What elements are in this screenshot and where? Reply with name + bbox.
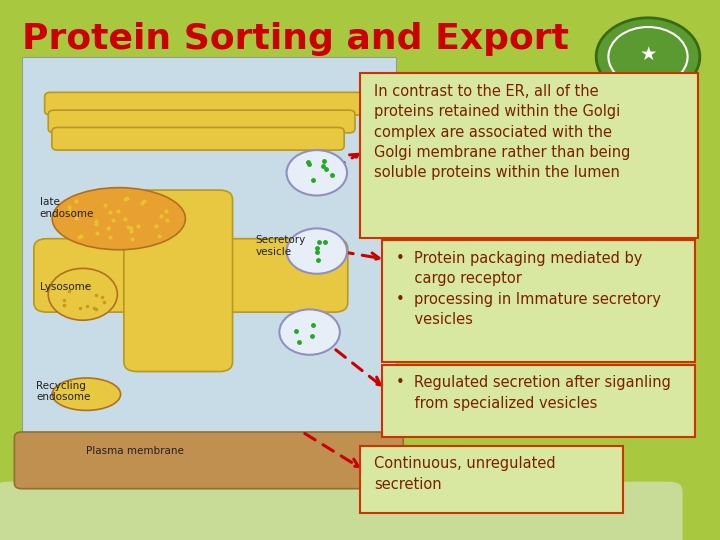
Text: •  Protein packaging mediated by
    cargo receptor
•  processing in Immature se: • Protein packaging mediated by cargo re… [396, 251, 661, 327]
Circle shape [287, 228, 347, 274]
FancyBboxPatch shape [245, 482, 348, 540]
FancyBboxPatch shape [22, 57, 396, 483]
Text: Recycling
endosome: Recycling endosome [36, 381, 91, 402]
FancyBboxPatch shape [412, 482, 516, 540]
Circle shape [287, 150, 347, 195]
Ellipse shape [53, 187, 186, 249]
FancyBboxPatch shape [382, 240, 695, 362]
FancyBboxPatch shape [495, 482, 599, 540]
FancyBboxPatch shape [52, 127, 344, 150]
Text: In contrast to the ER, all of the
proteins retained within the Golgi
complex are: In contrast to the ER, all of the protei… [374, 84, 631, 180]
Text: •  Regulated secretion after siganling
    from specialized vesicles: • Regulated secretion after siganling fr… [396, 375, 671, 411]
FancyBboxPatch shape [161, 482, 265, 540]
Text: Secretory
vesicle: Secretory vesicle [256, 235, 306, 256]
FancyBboxPatch shape [78, 482, 181, 540]
FancyBboxPatch shape [360, 446, 623, 513]
FancyBboxPatch shape [328, 482, 432, 540]
Text: ★: ★ [639, 44, 657, 64]
Text: Plasma membrane: Plasma membrane [86, 446, 184, 456]
Circle shape [279, 309, 340, 355]
FancyBboxPatch shape [48, 110, 355, 133]
FancyBboxPatch shape [382, 364, 695, 437]
Circle shape [48, 268, 117, 320]
FancyBboxPatch shape [14, 432, 403, 489]
FancyBboxPatch shape [579, 482, 683, 540]
FancyBboxPatch shape [124, 190, 233, 372]
FancyBboxPatch shape [0, 482, 98, 540]
Text: Lysosome: Lysosome [40, 282, 91, 292]
Text: Protein Sorting and Export: Protein Sorting and Export [22, 22, 569, 56]
FancyBboxPatch shape [45, 92, 366, 115]
Ellipse shape [52, 378, 121, 410]
Text: late
endosome: late endosome [40, 197, 94, 219]
FancyBboxPatch shape [34, 239, 348, 312]
Text: Continuous, unregulated
secretion: Continuous, unregulated secretion [374, 456, 556, 492]
Circle shape [596, 18, 700, 96]
FancyBboxPatch shape [360, 73, 698, 238]
